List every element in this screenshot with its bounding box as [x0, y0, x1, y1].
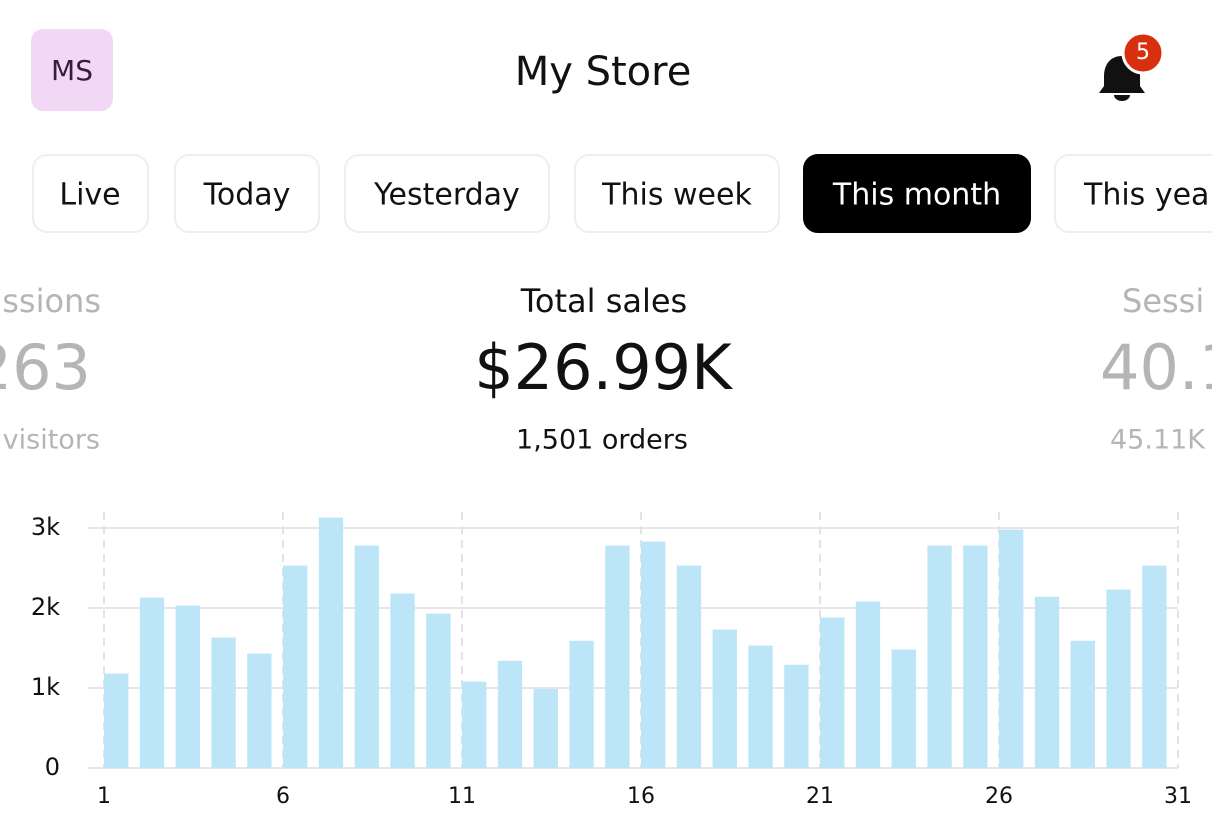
- bar: [462, 681, 487, 768]
- metric-label: ssions: [2, 282, 101, 320]
- bar: [999, 529, 1024, 768]
- bar: [641, 541, 666, 768]
- tab-box: [32, 154, 149, 233]
- x-tick-label: 1: [97, 784, 111, 809]
- bar: [1034, 596, 1060, 768]
- bar: [1106, 589, 1131, 768]
- bar: [820, 617, 845, 768]
- tab[interactable]: This week: [574, 154, 780, 233]
- metric-detail: 45.11K v: [1110, 425, 1212, 456]
- tab[interactable]: Yesterday: [344, 154, 550, 233]
- tab-box: [803, 154, 1031, 233]
- bar: [390, 593, 415, 768]
- bar: [139, 597, 165, 768]
- tab-label: Live: [59, 178, 120, 213]
- tab-box: [574, 154, 780, 233]
- bar: [354, 545, 379, 768]
- bar: [533, 688, 558, 768]
- bar: [318, 517, 344, 768]
- bar: [1070, 640, 1095, 768]
- avatar[interactable]: [31, 29, 113, 111]
- bar: [748, 645, 773, 768]
- bar: [497, 660, 523, 768]
- x-tick-label: 26: [985, 784, 1013, 809]
- x-tick-label: 31: [1164, 784, 1192, 809]
- bar: [855, 601, 881, 768]
- y-tick-label: 2k: [31, 593, 60, 621]
- tab-box: [344, 154, 550, 233]
- bar: [712, 629, 737, 768]
- bar: [891, 649, 916, 768]
- metric-value: 40.1: [1100, 331, 1212, 404]
- bar: [211, 637, 236, 768]
- bar: [784, 664, 809, 768]
- y-tick-label: 0: [45, 753, 60, 781]
- metric-value: 263: [0, 331, 91, 404]
- metric-label: Total sales: [520, 282, 687, 320]
- avatar-text: MS: [51, 54, 93, 87]
- bar: [175, 605, 200, 768]
- bar: [283, 565, 308, 768]
- metric-value: $26.99K: [474, 331, 733, 404]
- badge-count: 5: [1136, 40, 1150, 65]
- store-title: My Store: [515, 49, 692, 95]
- tab-box: [174, 154, 320, 233]
- tab-label: Today: [203, 178, 291, 213]
- tab-label: This week: [601, 178, 752, 213]
- bell[interactable]: 5: [1099, 31, 1165, 101]
- tab[interactable]: This year: [1054, 154, 1212, 233]
- bar: [605, 545, 630, 768]
- tab[interactable]: Live: [32, 154, 149, 233]
- y-tick-label: 3k: [31, 513, 60, 541]
- tab-label: This year: [1083, 178, 1212, 213]
- metric-detail: visitors: [3, 425, 100, 456]
- bar: [676, 565, 702, 768]
- bar: [963, 545, 988, 768]
- x-tick-label: 16: [627, 784, 655, 809]
- bell-clapper: [1114, 95, 1130, 101]
- x-tick-label: 6: [276, 784, 290, 809]
- bar: [927, 545, 952, 768]
- x-tick-label: 11: [448, 784, 476, 809]
- metric-detail: 1,501 orders: [516, 425, 688, 456]
- bar: [569, 640, 594, 768]
- bar: [104, 673, 129, 768]
- tab-box: [1054, 154, 1212, 233]
- bar: [1142, 565, 1167, 768]
- badge: [1121, 31, 1165, 75]
- bar: [426, 613, 451, 768]
- tab-active[interactable]: This month: [803, 154, 1031, 233]
- x-tick-label: 21: [806, 784, 834, 809]
- bar: [247, 653, 272, 768]
- metric-label: Sessi: [1122, 282, 1204, 320]
- y-tick-label: 1k: [31, 673, 60, 701]
- tab[interactable]: Today: [174, 154, 320, 233]
- tab-label: Yesterday: [373, 178, 520, 213]
- tab-label: This month: [832, 178, 1001, 213]
